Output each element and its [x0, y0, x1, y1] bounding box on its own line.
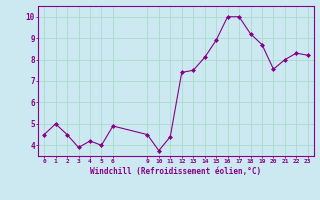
- X-axis label: Windchill (Refroidissement éolien,°C): Windchill (Refroidissement éolien,°C): [91, 167, 261, 176]
